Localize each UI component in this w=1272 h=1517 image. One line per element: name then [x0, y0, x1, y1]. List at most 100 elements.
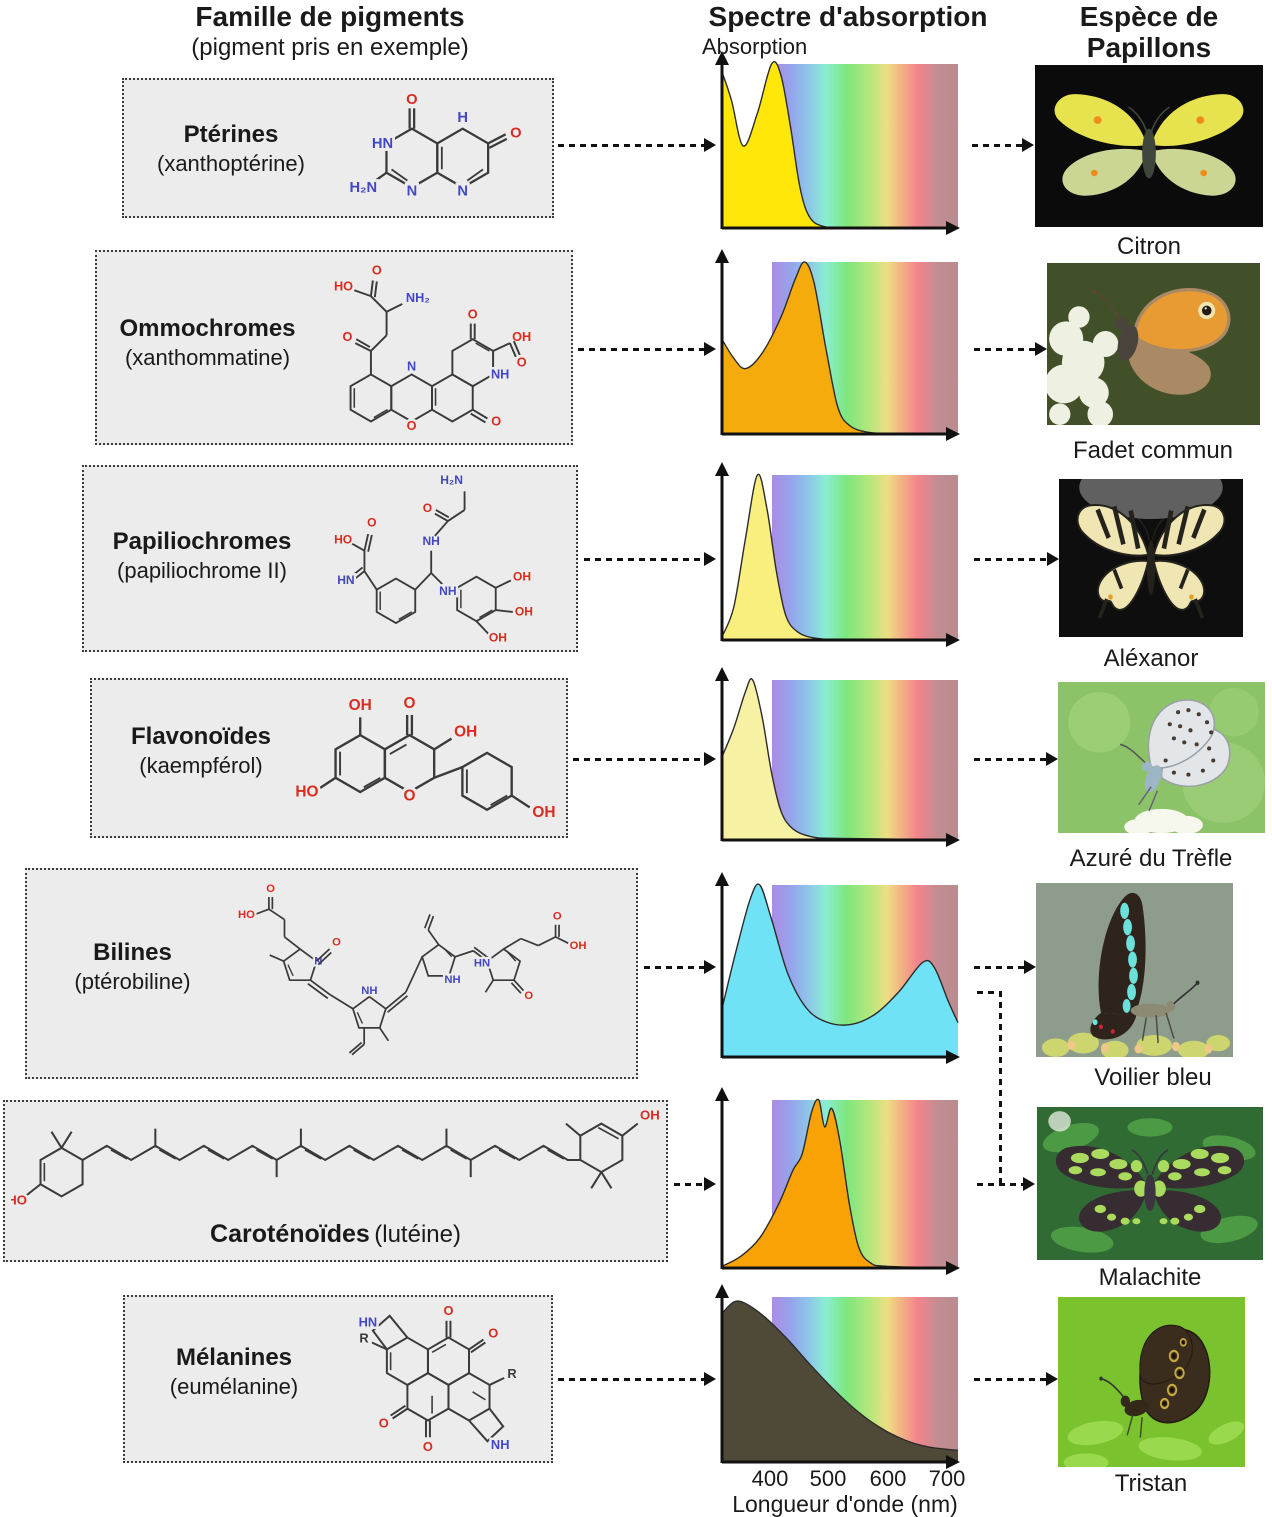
svg-text:OH: OH — [532, 804, 555, 821]
azure-du-trefle-illustration — [1058, 682, 1265, 833]
butterfly-photo-malachite — [1037, 1107, 1263, 1260]
eumelanine-structure-drawing: HN O O R R O O NH — [356, 1303, 519, 1457]
svg-text:O: O — [379, 1415, 389, 1430]
arrow-carotenoides-to-spectrum — [674, 1177, 716, 1191]
absorption-curve-bilines — [721, 883, 959, 1057]
svg-text:NH: NH — [422, 534, 439, 548]
svg-text:O: O — [404, 696, 416, 712]
svg-text:O: O — [342, 329, 352, 344]
absorption-curve-carotenoides — [721, 1098, 959, 1269]
species-caption-citron: Citron — [1116, 233, 1182, 260]
pigment-family-label: Flavonoïdes (kaempférol) — [106, 722, 296, 780]
svg-text:O: O — [553, 911, 562, 923]
arrow-spectrum-to-alexanor — [974, 552, 1059, 566]
svg-text:O: O — [510, 126, 521, 142]
family-name-ommochromes: Ommochromes — [119, 315, 296, 342]
svg-text:HO: HO — [295, 784, 318, 801]
column-header-butterfly-species: Espèce de Papillons — [1079, 1, 1219, 63]
species-caption-azure: Azuré du Trèfle — [1069, 845, 1233, 872]
svg-text:OH: OH — [454, 723, 477, 740]
arrow-ommochromes-to-spectrum — [578, 342, 716, 356]
xanthommatine-structure-drawing: O NH₂ O HO N O O OH O NH O — [332, 260, 534, 436]
kaempferol-structure-drawing: OH O OH HO O OH — [292, 696, 558, 824]
svg-text:O: O — [517, 355, 527, 370]
svg-text:NH: NH — [361, 985, 377, 997]
x-tick-700: 700 — [928, 1466, 966, 1491]
svg-text:O: O — [468, 307, 478, 322]
pigment-family-label: Ommochromes (xanthommatine) — [105, 314, 310, 372]
family-example-ommochromes: (xanthommatine) — [124, 345, 291, 370]
svg-text:HO: HO — [334, 278, 353, 293]
connector-bilines-to-malachite — [999, 991, 1002, 1184]
pigment-box-carotenoides: HO OH Caroténoïdes (lutéine) — [3, 1100, 668, 1262]
svg-text:O: O — [406, 92, 417, 108]
svg-text:N: N — [407, 183, 418, 199]
svg-text:OH: OH — [513, 569, 531, 583]
citron-illustration — [1035, 65, 1263, 227]
butterfly-photo-citron — [1035, 65, 1263, 227]
alexanor-illustration — [1059, 479, 1243, 637]
pigment-family-label: Bilines (ptérobiline) — [45, 938, 220, 996]
arrow-spectrum-to-voilier — [974, 960, 1036, 974]
species-caption-fadet: Fadet commun — [1072, 437, 1234, 464]
family-name-flavonoides: Flavonoïdes — [130, 723, 272, 750]
family-example-flavonoides: (kaempférol) — [139, 753, 263, 778]
butterfly-photo-alexanor — [1059, 479, 1243, 637]
family-name-carotenoides: Caroténoïdes — [210, 1219, 370, 1248]
arrow-bilines-to-spectrum — [644, 960, 716, 974]
arrow-spectrum-to-fadet — [974, 342, 1047, 356]
svg-text:O: O — [407, 418, 417, 433]
svg-text:OH: OH — [512, 329, 531, 344]
arrow-spectrum-to-citron — [972, 138, 1034, 152]
pigment-box-melanines: Mélanines (eumélanine) HN O O R R O O — [123, 1295, 553, 1463]
svg-text:NH: NH — [491, 1437, 510, 1452]
butterfly-photo-azure-du-trefle — [1058, 682, 1265, 833]
species-caption-tristan: Tristan — [1114, 1470, 1188, 1497]
absorption-curve-flavonoides — [721, 678, 959, 841]
spectrum-chart-papiliochromes — [715, 462, 960, 647]
visible-spectrum-gradient — [772, 680, 958, 840]
xanthopterine-structure-drawing: O O HN N N H H₂N — [347, 89, 525, 202]
family-name-bilines: Bilines — [93, 939, 172, 966]
x-tick-400: 400 — [751, 1466, 789, 1491]
svg-text:HN: HN — [359, 1315, 378, 1330]
svg-text:O: O — [443, 1303, 453, 1318]
spectrum-chart-melanines — [715, 1284, 960, 1469]
arrow-papiliochromes-to-spectrum — [584, 552, 716, 566]
svg-text:O: O — [266, 883, 275, 895]
pigment-box-pterines: Ptérines (xanthoptérine) O O HN N N H H₂… — [122, 78, 554, 218]
svg-text:HN: HN — [337, 573, 354, 587]
fadet-commun-illustration — [1047, 263, 1260, 425]
svg-text:HO: HO — [238, 909, 255, 921]
pigment-box-flavonoides: Flavonoïdes (kaempférol) OH O OH HO O OH — [90, 678, 568, 838]
svg-text:OH: OH — [489, 631, 507, 645]
y-axis-label: Absorption — [702, 34, 808, 59]
svg-text:O: O — [404, 787, 416, 804]
pigment-box-ommochromes: Ommochromes (xanthommatine) O NH₂ O HO N… — [95, 250, 573, 445]
svg-text:OH: OH — [349, 697, 372, 714]
svg-text:O: O — [524, 990, 533, 1002]
x-tick-500: 500 — [809, 1466, 847, 1491]
pigment-box-papiliochromes: Papiliochromes (papiliochrome II) NH NH … — [82, 465, 578, 652]
butterfly-photo-tristan — [1058, 1297, 1245, 1467]
voilier-bleu-illustration — [1036, 883, 1233, 1057]
svg-text:O: O — [488, 1326, 498, 1341]
svg-text:NH: NH — [439, 584, 456, 598]
svg-text:R: R — [507, 1366, 516, 1381]
svg-text:HN: HN — [372, 136, 393, 152]
arrow-spectrum-to-azure — [974, 752, 1058, 766]
luteine-structure-drawing: HO OH — [11, 1106, 662, 1210]
svg-text:OH: OH — [515, 605, 533, 619]
svg-text:O: O — [332, 937, 341, 949]
papiliochrome-structure-drawing: NH NH O H₂N HN O HO OH OH OH — [332, 471, 535, 647]
svg-text:O: O — [423, 1439, 433, 1454]
spectrum-chart-pterines — [715, 51, 960, 235]
absorption-curve-melanines — [721, 1300, 959, 1462]
svg-text:OH: OH — [640, 1108, 660, 1123]
arrow-spectrum-to-malachite — [977, 1177, 1035, 1191]
svg-text:R: R — [359, 1330, 368, 1345]
arrow-pterines-to-spectrum — [558, 138, 716, 152]
pigment-family-label: Mélanines (eumélanine) — [139, 1343, 329, 1401]
svg-text:HO: HO — [11, 1192, 27, 1207]
